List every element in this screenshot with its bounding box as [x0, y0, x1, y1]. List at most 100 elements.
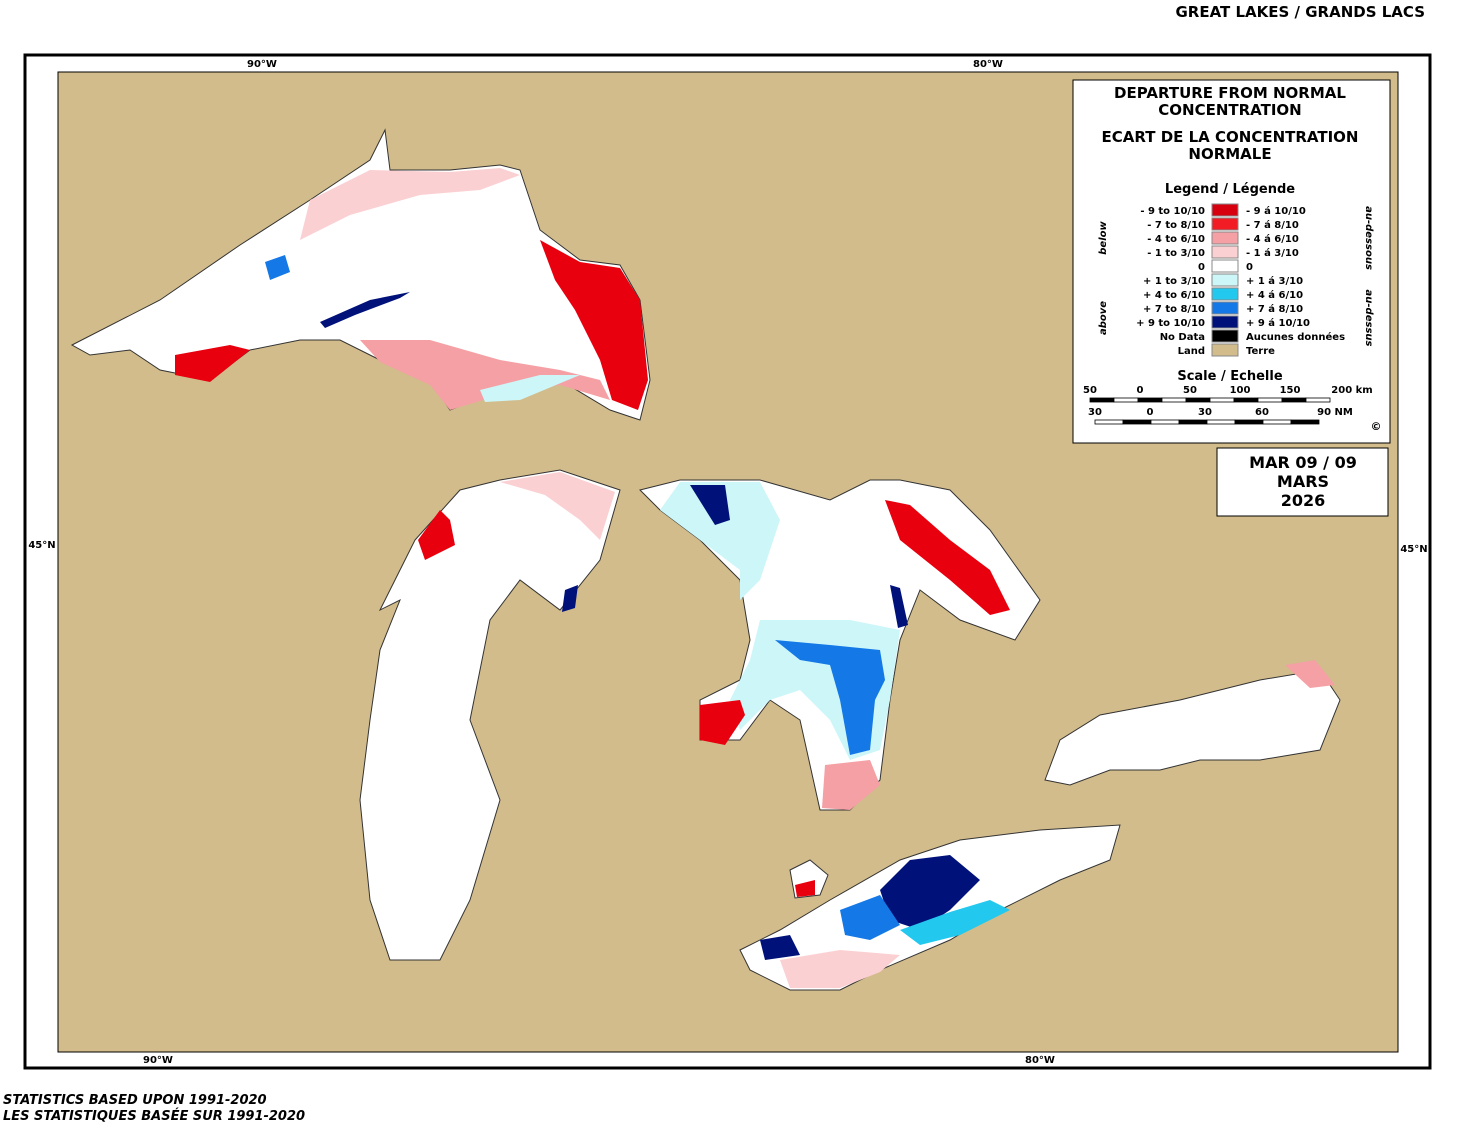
legend-swatch: [1211, 301, 1239, 315]
legend-swatch: [1211, 259, 1239, 273]
ice-departure-patch: [320, 292, 410, 328]
ice-departure-patch: [562, 585, 578, 612]
legend-label: + 9 to 10/10: [1136, 318, 1205, 329]
legend-swatch: [1211, 315, 1239, 329]
legend-side-label: above: [1098, 301, 1109, 335]
longitude-label: 90°W: [143, 1055, 173, 1066]
lake-michigan: [359, 469, 621, 961]
ice-departure-patch: [822, 760, 880, 810]
legend-label: - 9 to 10/10: [1140, 206, 1205, 217]
latitude-label: 45°N: [1400, 544, 1427, 555]
legend-label: No Data: [1160, 332, 1205, 343]
scale-bar: [1137, 397, 1163, 403]
legend-label: + 1 to 3/10: [1143, 276, 1205, 287]
legend-label: - 7 to 8/10: [1147, 220, 1205, 231]
legend-label: - 9 á 10/10: [1246, 205, 1306, 217]
legend-swatch: [1211, 287, 1239, 301]
ice-departure-patch: [840, 895, 900, 940]
scale-bar: [1233, 397, 1259, 403]
scale-bar: [1257, 397, 1283, 403]
scale-bar: [1161, 397, 1187, 403]
scale-bar: [1262, 419, 1292, 425]
ice-departure-patch: [760, 935, 800, 960]
footer-note: STATISTICS BASED UPON 1991-2020: [3, 1093, 267, 1108]
scale-label: 200 km: [1331, 385, 1372, 396]
ice-departure-patch: [265, 255, 290, 280]
scale-label: 0: [1147, 407, 1154, 418]
legend-swatch: [1211, 245, 1239, 259]
legend-label: Aucunes données: [1246, 331, 1345, 343]
ice-departure-patch: [1285, 660, 1335, 688]
legend-label: Land: [1178, 346, 1205, 357]
lakes: [70, 128, 1341, 991]
longitude-label: 90°W: [247, 59, 277, 70]
scale-label: 100: [1230, 385, 1251, 396]
footer-note: LES STATISTIQUES BASÉE SUR 1991-2020: [3, 1108, 305, 1124]
legend-swatch: [1211, 273, 1239, 287]
scale-bar: [1178, 419, 1208, 425]
scale-label: 50: [1183, 385, 1197, 396]
legend-side-label: au-dessus: [1363, 290, 1374, 347]
scale-bar: [1305, 397, 1331, 403]
legend-label: - 4 to 6/10: [1147, 234, 1205, 245]
ice-departure-patch: [175, 345, 250, 382]
longitude-label: 80°W: [1025, 1055, 1055, 1066]
ice-departure-patch: [360, 340, 610, 410]
lake-ontario: [1044, 669, 1341, 786]
scale-bar: [1206, 419, 1236, 425]
ice-departure-patch: [500, 472, 615, 540]
legend-label: + 7 á 8/10: [1246, 303, 1303, 315]
legend-label: 0: [1246, 262, 1253, 273]
scale-label: 0: [1137, 385, 1144, 396]
legend-swatch: [1211, 231, 1239, 245]
legend-swatch: [1211, 329, 1239, 343]
scale-bar: [1290, 419, 1320, 425]
scale-label: 30: [1198, 407, 1212, 418]
legend-title: CONCENTRATION: [1158, 101, 1301, 119]
legend-label: Terre: [1246, 346, 1275, 357]
legend-label: + 7 to 8/10: [1143, 304, 1205, 315]
date-line: 2026: [1281, 491, 1326, 510]
latitude-label: 45°N: [28, 540, 55, 551]
ice-departure-patch: [885, 500, 1010, 615]
scale-label: 60: [1255, 407, 1269, 418]
scale-bar: [1094, 419, 1124, 425]
date-line: MAR 09 / 09: [1249, 453, 1357, 472]
ice-departure-patch: [880, 855, 980, 930]
legend-swatch: [1211, 343, 1239, 357]
legend-title: ECART DE LA CONCENTRATION: [1102, 128, 1359, 146]
scale-bar: [1150, 419, 1180, 425]
scale-label: 150: [1280, 385, 1301, 396]
ice-departure-patch: [780, 950, 900, 988]
scale-title: Scale / Echelle: [1177, 369, 1282, 384]
copyright: ©: [1371, 420, 1382, 433]
legend-label: 0: [1198, 262, 1205, 273]
legend-side-label: au-dessous: [1363, 206, 1374, 270]
legend-label: - 1 to 3/10: [1147, 248, 1205, 259]
ice-departure-patch: [900, 900, 1010, 945]
scale-label: 90 NM: [1317, 407, 1353, 418]
scale-label: 30: [1088, 407, 1102, 418]
legend-label: - 7 á 8/10: [1246, 219, 1299, 231]
legend-label: - 1 á 3/10: [1246, 247, 1299, 259]
ice-departure-patch: [660, 482, 780, 600]
scale-bar: [1185, 397, 1211, 403]
page-title: GREAT LAKES / GRANDS LACS: [1175, 3, 1425, 21]
ice-departure-patch: [480, 375, 580, 402]
scale-label: 50: [1083, 385, 1097, 396]
ice-departure-patch: [700, 700, 745, 745]
scale-bar: [1234, 419, 1264, 425]
scale-bar: [1089, 397, 1115, 403]
scale-bar: [1209, 397, 1235, 403]
legend-side-label: below: [1098, 221, 1109, 255]
scale-bar: [1122, 419, 1152, 425]
legend-label: + 4 á 6/10: [1246, 289, 1303, 301]
ice-departure-patch: [300, 168, 520, 240]
legend-label: + 1 á 3/10: [1246, 275, 1303, 287]
date-line: MARS: [1277, 472, 1329, 491]
